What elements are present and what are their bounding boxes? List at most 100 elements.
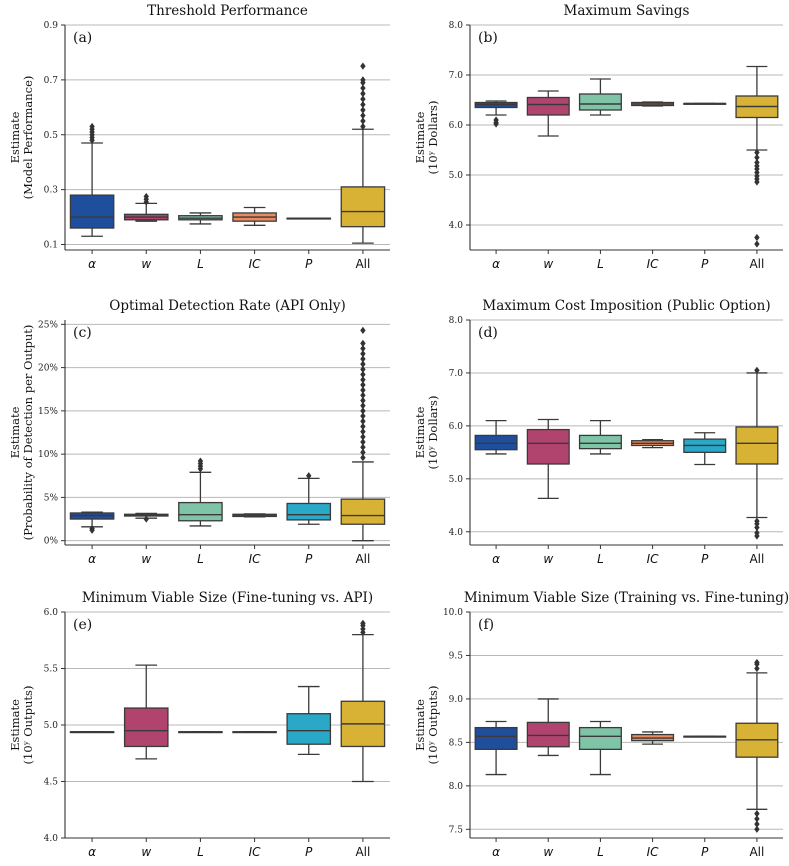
box-All [735, 65, 779, 248]
box-w [123, 512, 169, 523]
box-iqr [474, 726, 518, 750]
outlier-point [360, 402, 366, 410]
y-tick-label: 6.0 [44, 608, 59, 618]
outlier-point [360, 76, 366, 84]
y-tick-label: 10.0 [443, 608, 463, 618]
outlier-point [754, 820, 760, 828]
box-IC [232, 513, 277, 518]
x-tick-label: L [597, 257, 604, 271]
outlier-point [360, 360, 366, 368]
y-axis-label-line: Estimate [8, 406, 22, 458]
box-All [735, 366, 779, 540]
x-tick-label: α [88, 552, 96, 566]
box-iqr [340, 186, 386, 228]
x-tick-label: IC [647, 257, 660, 271]
outlier-point [306, 472, 312, 480]
y-axis-label-line: (10ʸ Outputs) [21, 686, 35, 765]
outlier-point [360, 417, 366, 425]
x-tick-label: All [355, 552, 370, 566]
y-tick-label: 6.0 [449, 121, 464, 131]
y-tick-label: 5.5 [44, 665, 59, 675]
x-tick-label: IC [249, 257, 262, 271]
outlier-point [754, 366, 760, 374]
x-tick-label: All [355, 845, 370, 859]
y-tick-label: 7.0 [449, 369, 464, 379]
box-alpha [474, 100, 518, 128]
box-P [683, 102, 727, 105]
box-w [123, 664, 169, 760]
outlier-point [360, 339, 366, 347]
y-axis-label: Estimate(10ʸ Outputs) [413, 686, 440, 765]
y-axis-label-line: (Probability of Detection per Output) [21, 325, 35, 541]
outlier-point [89, 122, 95, 131]
chart-title: Minimum Viable Size (Fine-tuning vs. API… [82, 590, 373, 606]
outlier-point [360, 438, 366, 446]
y-tick-label: 5.0 [44, 721, 59, 731]
y-axis-label-line: Estimate [8, 111, 22, 163]
outlier-point [360, 62, 366, 70]
y-axis-label: Estimate(10ʸ Dollars) [413, 101, 440, 175]
box-w [526, 698, 570, 757]
outlier-point [360, 422, 366, 431]
box-L [178, 457, 223, 527]
box-iqr [286, 713, 332, 745]
y-tick-label: 8.0 [449, 316, 464, 326]
panel-b: Maximum Savings 4.0 5.0 6.0 7.0 8.0 (b) Estimat… [413, 3, 783, 271]
x-tick-label: L [197, 257, 204, 271]
x-tick-label: IC [647, 845, 660, 859]
outlier-point [754, 153, 760, 162]
y-axis-label-line: Estimate [413, 111, 427, 163]
outlier-point [754, 825, 760, 833]
y-tick-label: 5% [44, 493, 59, 503]
x-tick-label: IC [647, 552, 660, 566]
outlier-point [360, 106, 366, 114]
x-tick-label: P [701, 257, 709, 271]
box-IC [631, 731, 675, 745]
y-axis-label-line: (10ʸ Outputs) [426, 686, 440, 765]
box-All [340, 326, 386, 542]
x-tick-label: P [305, 845, 313, 859]
x-tick-label: w [141, 552, 151, 566]
box-P [683, 432, 727, 466]
y-tick-label: 5.0 [449, 171, 464, 181]
y-tick-label: 4.0 [44, 834, 59, 844]
panel-label: (d) [478, 325, 498, 341]
box-P [286, 685, 332, 756]
y-tick-label: 7.0 [449, 71, 464, 81]
box-IC [631, 438, 675, 449]
y-axis-label-line: Estimate [8, 699, 22, 751]
box-All [340, 619, 386, 783]
y-tick-label: 0.3 [44, 186, 59, 196]
outlier-point [754, 148, 760, 157]
panel-c: Optimal Detection Rate (API Only) 0% 5% 10%… [8, 298, 390, 566]
outlier-point [143, 192, 149, 201]
box-P [286, 217, 332, 220]
box-P [286, 472, 332, 525]
outlier-point [360, 448, 366, 457]
y-tick-label: 8.0 [449, 21, 464, 31]
outlier-point [754, 658, 760, 667]
x-tick-label: α [492, 552, 500, 566]
x-tick-label: IC [249, 552, 262, 566]
y-tick-label: 0% [44, 537, 59, 547]
box-L [578, 78, 622, 116]
outlier-point [754, 240, 760, 248]
y-tick-label: 9.0 [449, 695, 464, 705]
x-tick-label: α [492, 845, 500, 859]
outlier-point [754, 233, 760, 242]
y-axis-label-line: Estimate [413, 406, 427, 458]
x-tick-label: All [749, 257, 764, 271]
outlier-point [754, 815, 760, 823]
box-alpha [69, 122, 115, 237]
y-axis-label: Estimate(10ʸ Outputs) [8, 686, 35, 765]
y-tick-label: 25% [38, 320, 58, 330]
x-tick-label: w [543, 845, 553, 859]
outlier-point [360, 386, 366, 394]
y-tick-label: 6.0 [449, 422, 464, 432]
x-tick-label: L [597, 845, 604, 859]
y-axis-label-line: (Model Performance) [21, 76, 35, 200]
outlier-point [360, 117, 366, 125]
outlier-point [360, 100, 366, 109]
outlier-point [360, 344, 366, 353]
box-iqr [578, 434, 622, 450]
